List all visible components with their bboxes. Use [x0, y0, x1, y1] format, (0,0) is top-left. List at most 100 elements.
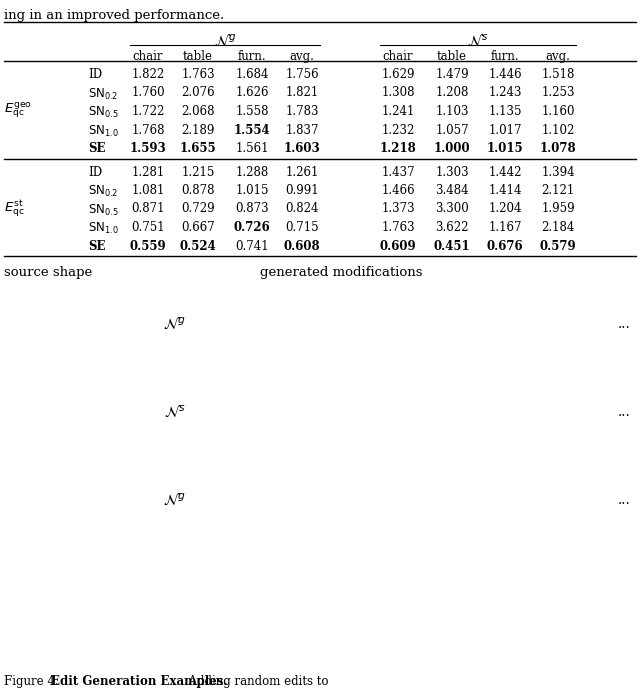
- Text: 2.076: 2.076: [181, 86, 215, 100]
- Text: 1.135: 1.135: [488, 105, 522, 118]
- Text: 0.726: 0.726: [234, 221, 270, 234]
- Text: 3.622: 3.622: [435, 221, 468, 234]
- Text: $\mathrm{SN}_{0.5}$: $\mathrm{SN}_{0.5}$: [88, 203, 118, 217]
- Text: SE: SE: [88, 142, 106, 155]
- Text: 1.554: 1.554: [234, 123, 270, 137]
- Text: 1.783: 1.783: [285, 105, 319, 118]
- Text: 1.288: 1.288: [236, 165, 269, 178]
- Text: $\mathcal{N}^s$: $\mathcal{N}^s$: [467, 33, 488, 49]
- Text: $\mathrm{SN}_{0.2}$: $\mathrm{SN}_{0.2}$: [88, 184, 118, 199]
- Text: chair: chair: [132, 50, 163, 63]
- Text: 1.394: 1.394: [541, 165, 575, 178]
- Text: avg.: avg.: [289, 50, 314, 63]
- Text: 1.160: 1.160: [541, 105, 575, 118]
- Text: 1.446: 1.446: [488, 68, 522, 81]
- Text: generated modifications: generated modifications: [260, 266, 422, 279]
- Text: 0.729: 0.729: [181, 203, 215, 215]
- Text: 1.281: 1.281: [131, 165, 164, 178]
- Text: Edit Generation Examples.: Edit Generation Examples.: [51, 675, 227, 688]
- Text: 1.768: 1.768: [131, 123, 164, 137]
- Text: table: table: [437, 50, 467, 63]
- Text: Figure 4.: Figure 4.: [4, 675, 62, 688]
- Text: 1.837: 1.837: [285, 123, 319, 137]
- Text: 0.579: 0.579: [540, 240, 576, 252]
- Text: $\mathcal{N}^g$: $\mathcal{N}^g$: [163, 316, 186, 332]
- Text: 0.715: 0.715: [285, 221, 319, 234]
- Text: 1.303: 1.303: [435, 165, 469, 178]
- Text: 0.559: 0.559: [130, 240, 166, 252]
- Text: 1.722: 1.722: [131, 105, 164, 118]
- Text: chair: chair: [383, 50, 413, 63]
- Text: 0.676: 0.676: [486, 240, 524, 252]
- Text: 1.414: 1.414: [488, 184, 522, 197]
- Text: 1.017: 1.017: [488, 123, 522, 137]
- Text: 0.991: 0.991: [285, 184, 319, 197]
- Text: $E_{\mathrm{qc}}^{\mathrm{st}}$: $E_{\mathrm{qc}}^{\mathrm{st}}$: [4, 197, 25, 219]
- Text: 1.167: 1.167: [488, 221, 522, 234]
- Text: 0.609: 0.609: [380, 240, 416, 252]
- Text: ...: ...: [618, 317, 630, 331]
- Text: 1.821: 1.821: [285, 86, 319, 100]
- Text: 1.057: 1.057: [435, 123, 469, 137]
- Text: table: table: [183, 50, 213, 63]
- Text: avg.: avg.: [545, 50, 570, 63]
- Text: 3.300: 3.300: [435, 203, 469, 215]
- Text: 1.218: 1.218: [380, 142, 417, 155]
- Text: SE: SE: [88, 240, 106, 252]
- Text: 1.561: 1.561: [236, 142, 269, 155]
- Text: $\mathrm{SN}_{0.2}$: $\mathrm{SN}_{0.2}$: [88, 86, 118, 102]
- Text: 1.629: 1.629: [381, 68, 415, 81]
- Text: 0.608: 0.608: [284, 240, 320, 252]
- Text: 2.121: 2.121: [541, 184, 575, 197]
- Text: 1.518: 1.518: [541, 68, 575, 81]
- Text: 1.763: 1.763: [181, 68, 215, 81]
- Text: 3.484: 3.484: [435, 184, 469, 197]
- Text: $E_{\mathrm{qc}}^{\mathrm{geo}}$: $E_{\mathrm{qc}}^{\mathrm{geo}}$: [4, 101, 32, 121]
- Text: 0.451: 0.451: [434, 240, 470, 252]
- Text: $\mathcal{N}^s$: $\mathcal{N}^s$: [164, 404, 186, 420]
- Text: ID: ID: [88, 165, 102, 178]
- Text: ID: ID: [88, 68, 102, 81]
- Text: 1.204: 1.204: [488, 203, 522, 215]
- Text: 0.524: 0.524: [180, 240, 216, 252]
- Text: 1.102: 1.102: [541, 123, 575, 137]
- Text: 1.103: 1.103: [435, 105, 468, 118]
- Text: 1.308: 1.308: [381, 86, 415, 100]
- Text: $\mathcal{N}^g$: $\mathcal{N}^g$: [214, 33, 236, 49]
- Text: 1.253: 1.253: [541, 86, 575, 100]
- Text: 1.015: 1.015: [486, 142, 524, 155]
- Text: 0.878: 0.878: [181, 184, 215, 197]
- Text: 1.437: 1.437: [381, 165, 415, 178]
- Text: 1.000: 1.000: [434, 142, 470, 155]
- Text: 1.232: 1.232: [381, 123, 415, 137]
- Text: 1.479: 1.479: [435, 68, 469, 81]
- Text: 1.466: 1.466: [381, 184, 415, 197]
- Text: 1.261: 1.261: [285, 165, 319, 178]
- Text: 0.873: 0.873: [235, 203, 269, 215]
- Text: $\mathrm{SN}_{1.0}$: $\mathrm{SN}_{1.0}$: [88, 123, 119, 139]
- Text: 1.243: 1.243: [488, 86, 522, 100]
- Text: furn.: furn.: [491, 50, 519, 63]
- Text: 0.871: 0.871: [131, 203, 164, 215]
- Text: Adding random edits to: Adding random edits to: [181, 675, 328, 688]
- Text: 2.189: 2.189: [181, 123, 214, 137]
- Text: 0.751: 0.751: [131, 221, 165, 234]
- Text: $\mathcal{N}^g$: $\mathcal{N}^g$: [163, 492, 186, 508]
- Text: 1.208: 1.208: [435, 86, 468, 100]
- Text: 0.741: 0.741: [235, 240, 269, 252]
- Text: 1.655: 1.655: [180, 142, 216, 155]
- Text: 0.667: 0.667: [181, 221, 215, 234]
- Text: 1.373: 1.373: [381, 203, 415, 215]
- Text: furn.: furn.: [237, 50, 266, 63]
- Text: ing in an improved performance.: ing in an improved performance.: [4, 9, 224, 22]
- Text: 1.684: 1.684: [236, 68, 269, 81]
- Text: 1.215: 1.215: [181, 165, 214, 178]
- Text: 0.824: 0.824: [285, 203, 319, 215]
- Text: $\mathrm{SN}_{1.0}$: $\mathrm{SN}_{1.0}$: [88, 221, 119, 236]
- Text: 1.078: 1.078: [540, 142, 576, 155]
- Text: 1.626: 1.626: [236, 86, 269, 100]
- Text: 1.959: 1.959: [541, 203, 575, 215]
- Text: ...: ...: [618, 493, 630, 507]
- Text: source shape: source shape: [4, 266, 92, 279]
- Text: 1.442: 1.442: [488, 165, 522, 178]
